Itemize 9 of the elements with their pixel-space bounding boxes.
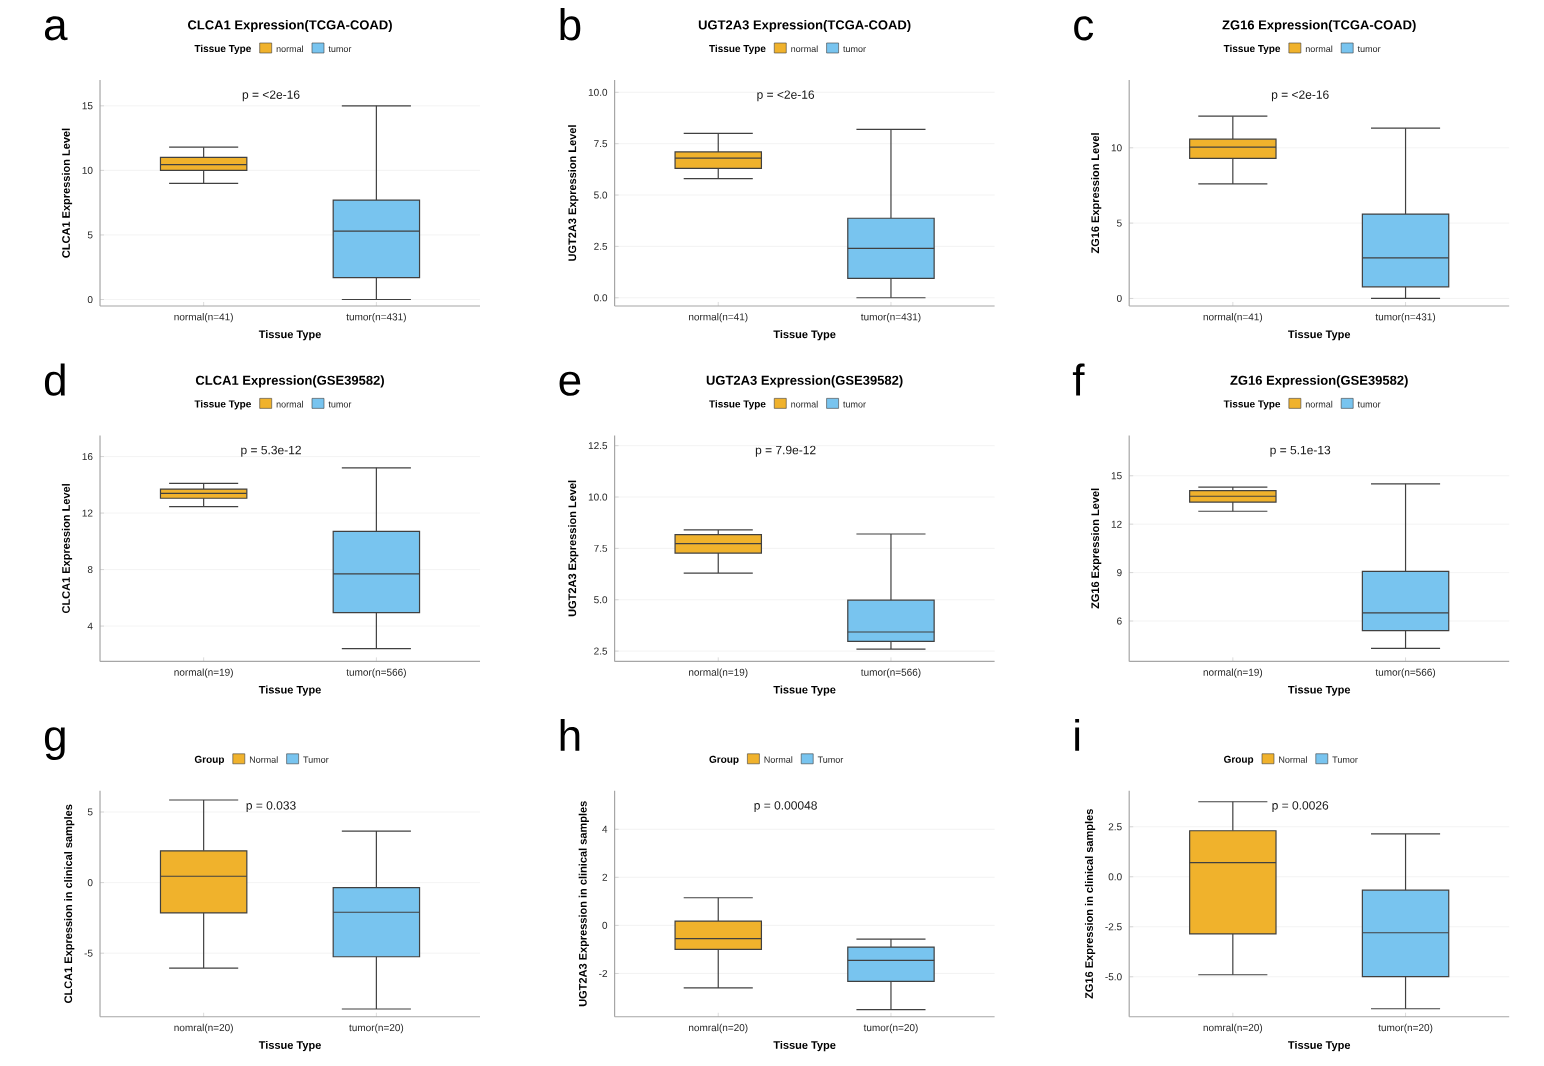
text: b — [560, 8, 581, 41]
text: c — [1074, 16, 1094, 41]
text: g — [44, 727, 65, 760]
text: h — [560, 718, 580, 751]
text: f — [1072, 363, 1085, 396]
text: a — [44, 16, 68, 41]
text: i — [1075, 718, 1080, 751]
text: e — [559, 371, 581, 396]
text: d — [44, 363, 65, 396]
